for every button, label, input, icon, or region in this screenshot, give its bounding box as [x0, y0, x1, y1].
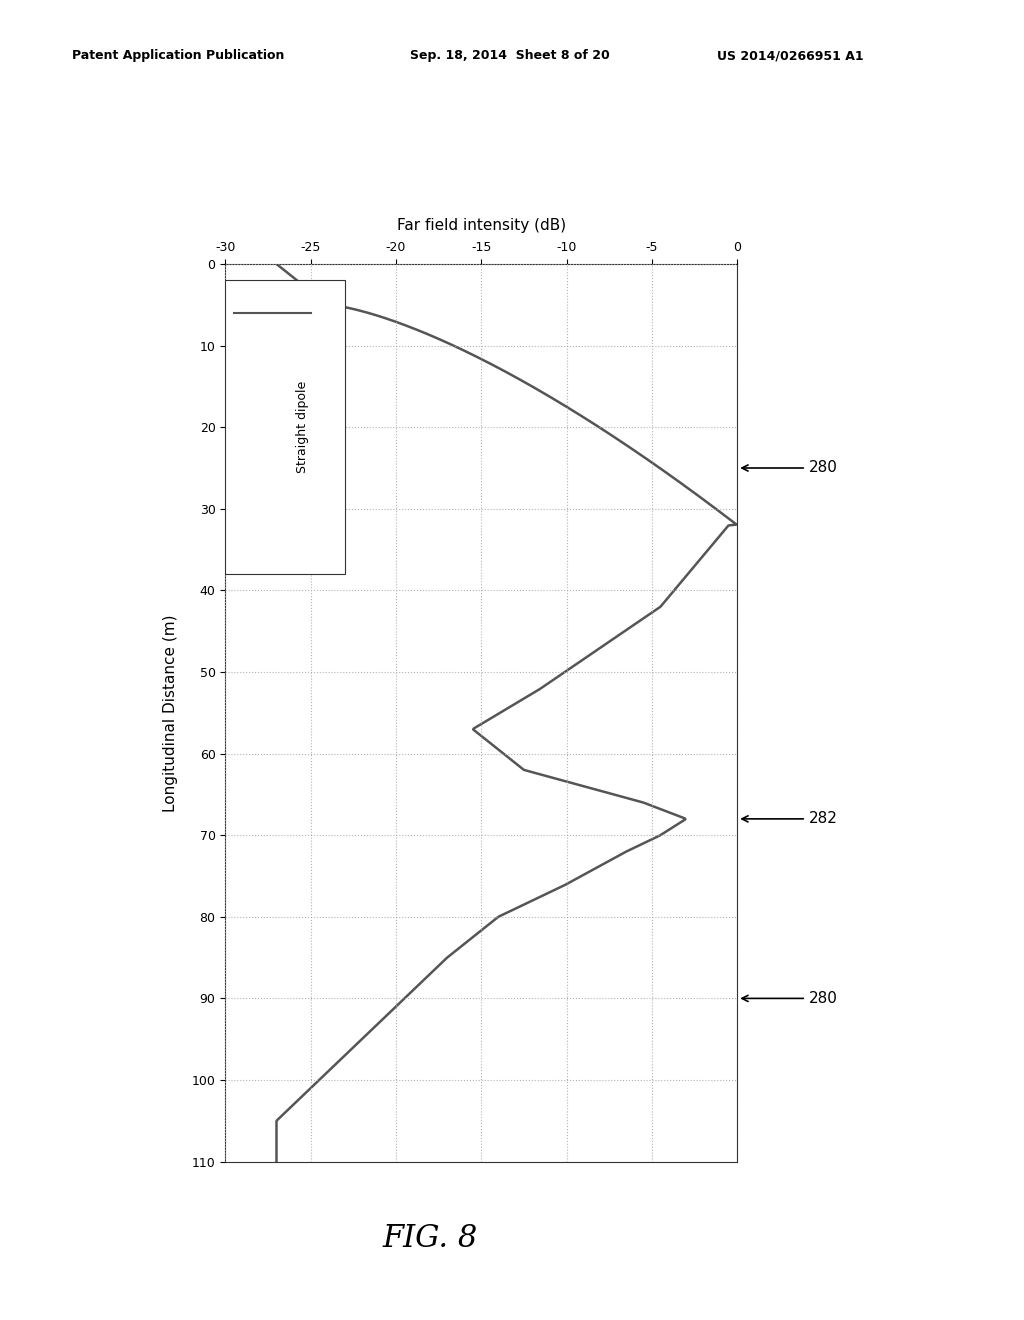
Text: Sep. 18, 2014  Sheet 8 of 20: Sep. 18, 2014 Sheet 8 of 20 — [410, 49, 609, 62]
Text: 280: 280 — [742, 461, 838, 475]
Text: 280: 280 — [742, 991, 838, 1006]
Bar — [225, 280, 345, 574]
Text: Patent Application Publication: Patent Application Publication — [72, 49, 284, 62]
Text: US 2014/0266951 A1: US 2014/0266951 A1 — [717, 49, 863, 62]
Text: FIG. 8: FIG. 8 — [382, 1224, 478, 1254]
Text: 282: 282 — [742, 812, 838, 826]
Y-axis label: Longitudinal Distance (m): Longitudinal Distance (m) — [163, 614, 178, 812]
Text: Straight dipole: Straight dipole — [296, 381, 308, 474]
X-axis label: Far field intensity (dB): Far field intensity (dB) — [396, 218, 566, 234]
